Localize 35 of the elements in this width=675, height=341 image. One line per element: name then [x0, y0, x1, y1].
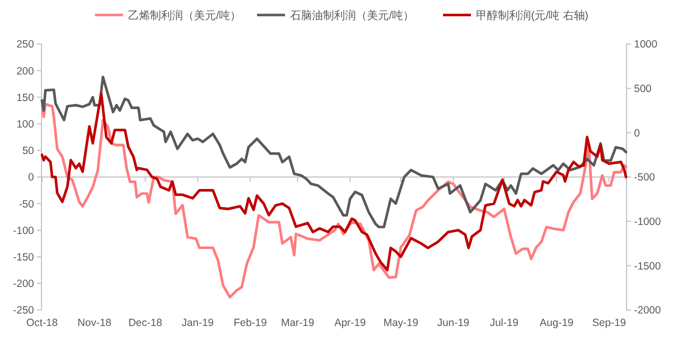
- y-tick-label: -200: [12, 278, 34, 290]
- y-tick-label: 0: [28, 172, 34, 184]
- y2-tick-label: 500: [634, 83, 652, 96]
- x-tick-label: Oct-18: [26, 317, 58, 329]
- x-tick-label: Jan-19: [182, 317, 214, 329]
- y2-tick-label: -1000: [634, 216, 662, 228]
- y-tick-label: 100: [16, 118, 34, 130]
- x-tick-label: Dec-18: [128, 317, 162, 329]
- x-tick-label: Feb-19: [234, 317, 267, 329]
- y-tick-label: 200: [16, 65, 34, 78]
- y2-tick-label: -500: [634, 172, 656, 184]
- x-tick-label: Sep-19: [592, 317, 626, 329]
- y2-tick-label: -1500: [634, 260, 662, 272]
- x-tick-label: May-19: [383, 317, 419, 329]
- y-tick-label: -50: [18, 198, 34, 210]
- legend-label: 石脑油制利润（美元/吨）: [290, 8, 414, 22]
- x-tick-label: Jun-19: [437, 317, 470, 329]
- y-tick-label: -250: [12, 304, 34, 317]
- y-tick-label: 250: [16, 38, 34, 51]
- y2-tick-label: 1000: [634, 38, 658, 51]
- x-tick-label: Apr-19: [334, 317, 366, 329]
- x-tick-label: Jul-19: [490, 317, 519, 329]
- legend-label: 乙烯制利润（美元/吨）: [128, 8, 242, 22]
- x-tick-label: Aug-19: [540, 317, 574, 329]
- y-tick-label: 50: [22, 145, 34, 158]
- y2-tick-label: 0: [634, 127, 640, 140]
- y-tick-label: -150: [12, 251, 34, 264]
- legend-label: 甲醇制利润(元/吨 右轴): [476, 8, 588, 22]
- y-tick-label: -100: [12, 224, 34, 237]
- x-tick-label: Nov-18: [78, 317, 112, 329]
- y-tick-label: 150: [16, 92, 34, 104]
- line-series: [40, 92, 628, 272]
- y2-tick-label: -2000: [634, 304, 662, 317]
- line-series: [40, 76, 628, 228]
- x-tick-label: Mar-19: [280, 317, 314, 329]
